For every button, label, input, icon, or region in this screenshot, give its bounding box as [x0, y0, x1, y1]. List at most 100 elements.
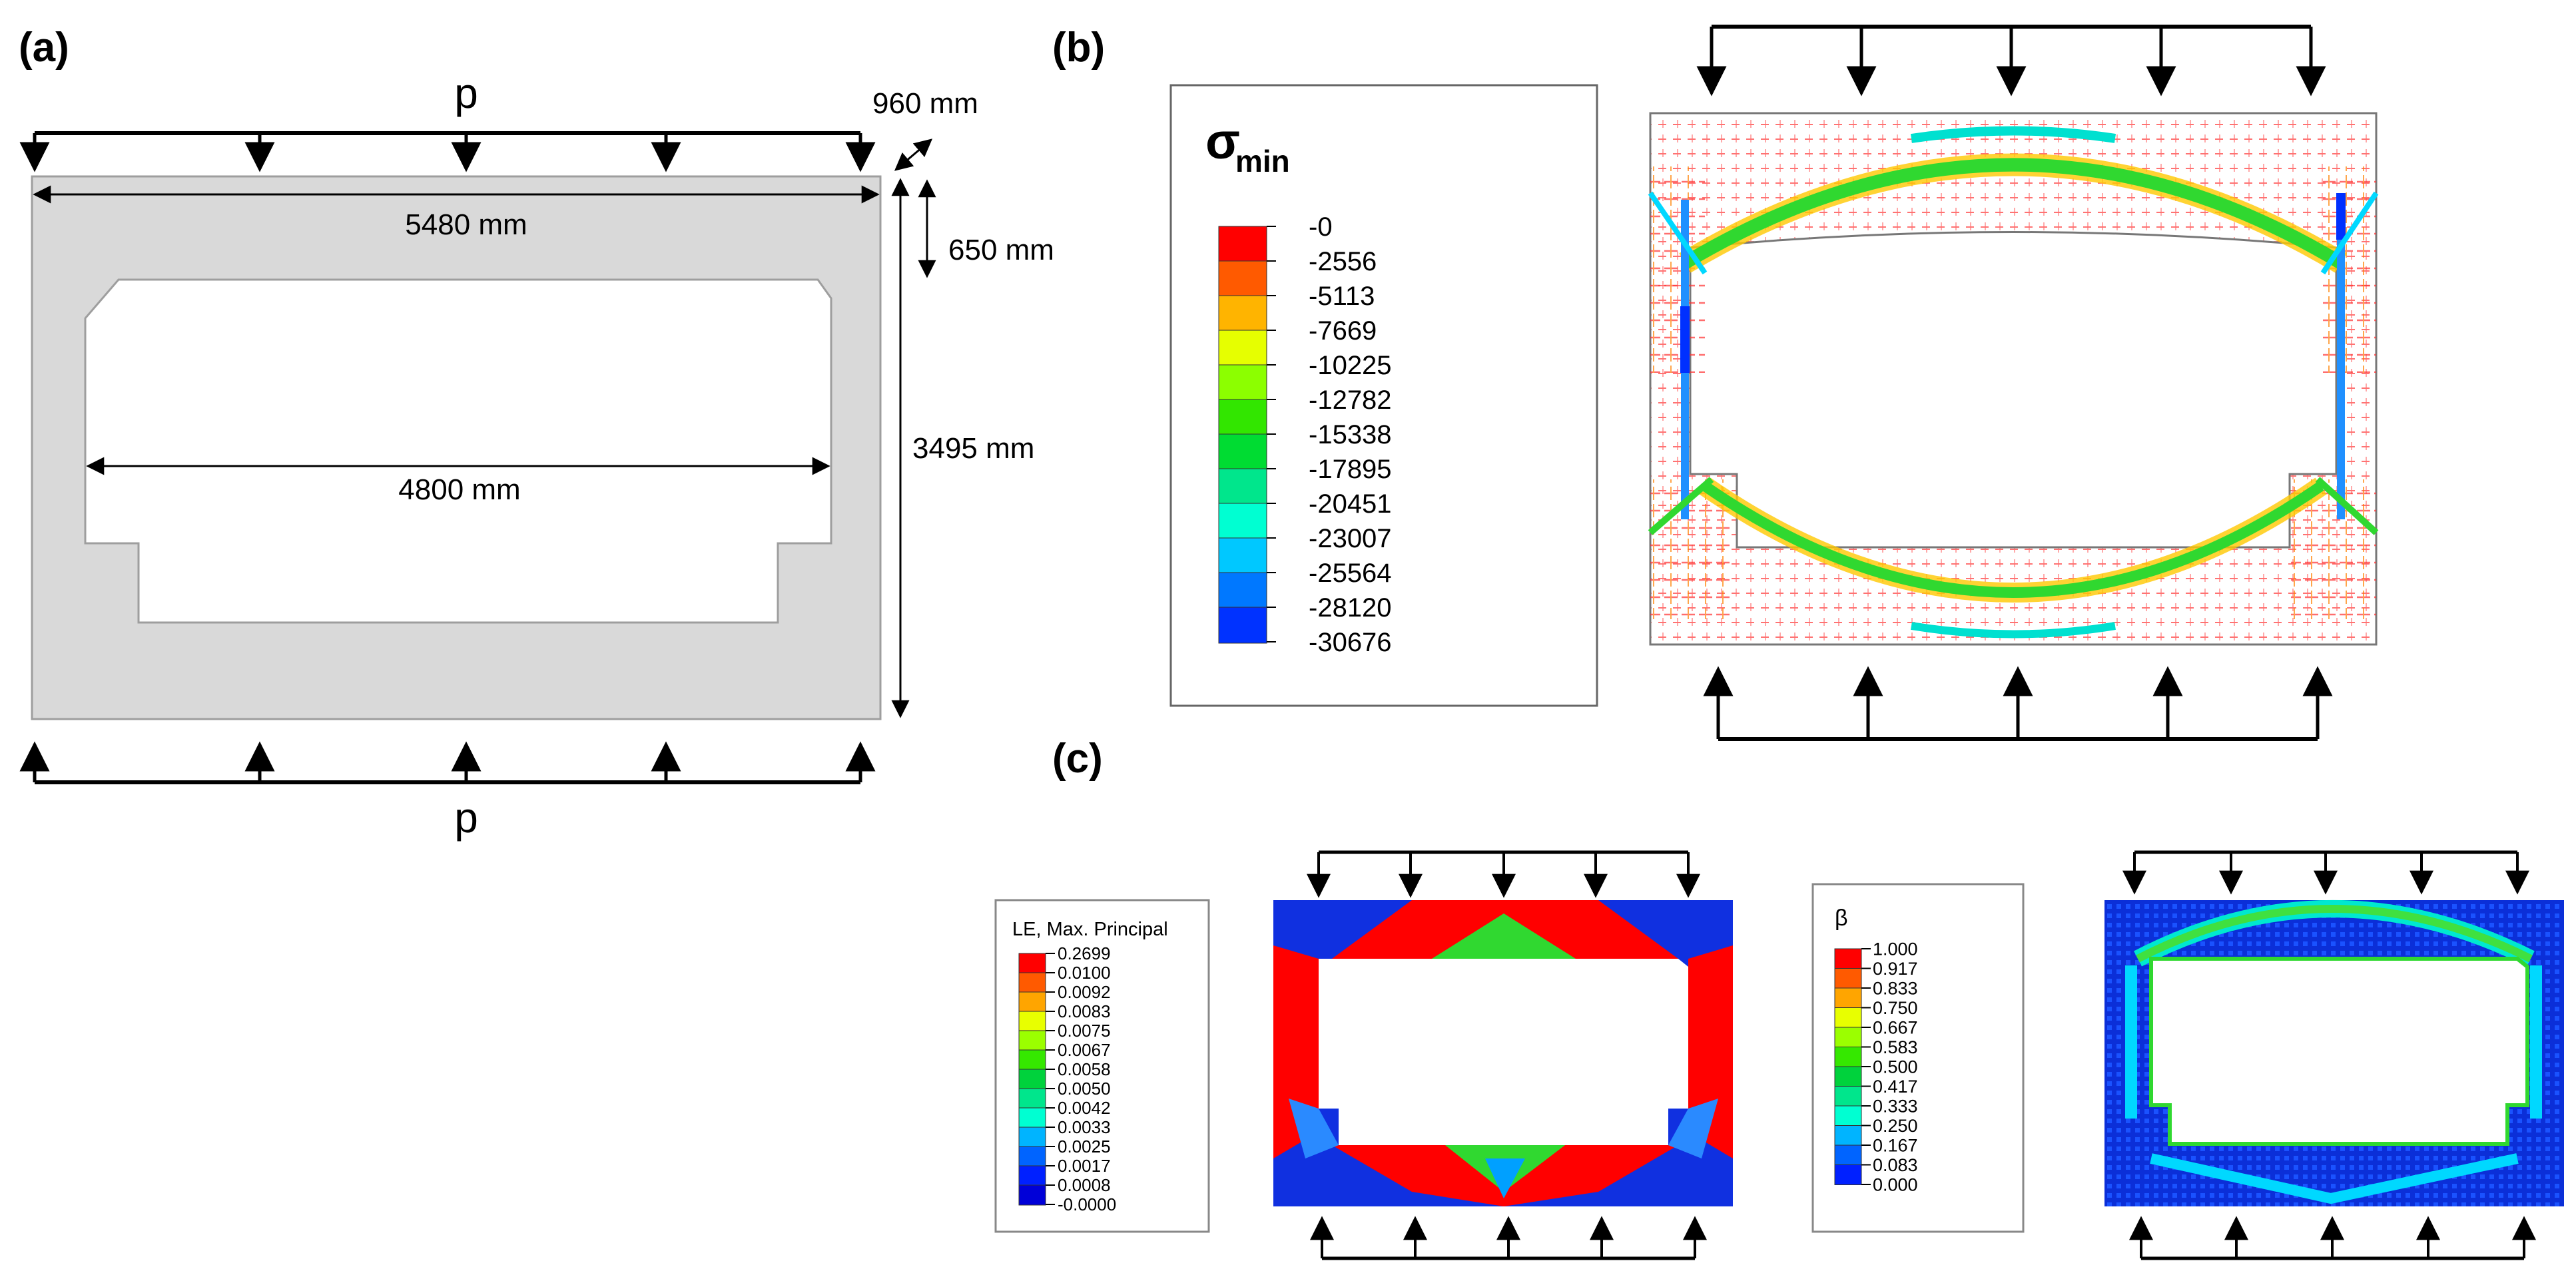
sigma-legend-label: -5113: [1309, 282, 1375, 311]
beta-legend-label: 0.750: [1873, 998, 1918, 1018]
le-legend-label: 0.0058: [1058, 1059, 1111, 1079]
panel-b-label: (b): [1052, 25, 1105, 71]
sigma-legend-labels: -0 -2556 -5113 -7669 -10225 -12782 -15338 -1789…: [1267, 212, 1392, 657]
sigma-legend-swatches: [1218, 226, 1267, 644]
beta-legend-labels: 1.0000.9170.8330.7500.6670.5830.5000.417…: [1861, 939, 1918, 1194]
sigma-legend-swatch: [1218, 607, 1267, 644]
beta-legend-swatch: [1834, 1105, 1862, 1127]
beta-legend-label: 0.833: [1873, 978, 1918, 998]
beta-legend-swatch: [1834, 1086, 1862, 1107]
le-legend-swatch: [1018, 1146, 1046, 1167]
le-legend-swatches: [1018, 953, 1046, 1206]
le-legend-label: 0.0008: [1058, 1175, 1111, 1195]
sigma-legend-swatch: [1218, 572, 1267, 609]
sigma-legend-label: -10225: [1309, 351, 1392, 380]
width-dimension-text: 5480 mm: [405, 208, 527, 241]
sigma-legend-swatch: [1218, 433, 1267, 471]
beta-legend-swatch: [1834, 987, 1862, 1009]
le-legend-label: 0.0042: [1058, 1098, 1111, 1118]
beta-legend-label: 0.000: [1873, 1174, 1918, 1194]
stress-vector-field: [1648, 112, 2379, 646]
sigma-legend-label: -30676: [1309, 628, 1392, 657]
beta-legend-label: 0.250: [1873, 1116, 1918, 1136]
le-legend-swatch: [1018, 1088, 1046, 1109]
panel-c-label: (c): [1052, 736, 1103, 782]
beta-legend-swatch: [1834, 1125, 1862, 1146]
beta-contour-plot: [2104, 850, 2564, 1260]
panel-a-label: (a): [19, 25, 69, 71]
beta-legend-swatches: [1834, 948, 1862, 1185]
sigma-legend-label: -17895: [1309, 455, 1392, 484]
le-legend-swatch: [1018, 1069, 1046, 1090]
beta-legend-swatch: [1834, 1164, 1862, 1185]
sigma-legend-label: -25564: [1309, 559, 1392, 588]
le-legend-label: -0.0000: [1058, 1194, 1116, 1214]
culvert-cross-section: [31, 175, 882, 720]
beta-legend-label: 1.000: [1873, 939, 1918, 959]
le-legend-label: 0.0075: [1058, 1021, 1111, 1041]
slab-dimension-text: 650 mm: [948, 234, 1054, 266]
le-legend-title: LE, Max. Principal: [1012, 919, 1168, 940]
le-legend-swatch: [1018, 953, 1046, 974]
le-legend-swatch: [1018, 1030, 1046, 1051]
beta-legend-swatch: [1834, 1066, 1862, 1087]
le-legend-labels: 0.26990.01000.00920.00830.00750.00670.00…: [1046, 943, 1116, 1214]
panel-a: (a) p 5480 mm 4800 mm 960 mm 3495 mm 650…: [19, 25, 1054, 842]
sigma-legend-swatch: [1218, 260, 1267, 298]
sigma-legend-label: -15338: [1309, 420, 1392, 449]
beta-legend-label: 0.583: [1873, 1037, 1918, 1057]
load-label-top: p: [454, 69, 478, 117]
le-legend-label: 0.0033: [1058, 1117, 1111, 1137]
b-bottom-load: [1703, 666, 2333, 741]
le-legend-swatch: [1018, 1184, 1046, 1206]
inner-width-dimension-text: 4800 mm: [398, 473, 520, 506]
beta-legend-label: 0.667: [1873, 1017, 1918, 1037]
b-top-load: [1696, 25, 2326, 97]
sigma-legend-label: -7669: [1309, 316, 1377, 346]
beta-legend-swatch: [1834, 1007, 1862, 1028]
beta-legend-label: 0.083: [1873, 1155, 1918, 1175]
sigma-legend-label: -2556: [1309, 247, 1377, 276]
sigma-legend-label: -0: [1309, 212, 1333, 242]
thickness-dimension-text: 960 mm: [872, 87, 978, 120]
beta-legend-label: 0.417: [1873, 1077, 1918, 1097]
le-contour-plot: [1273, 850, 1733, 1260]
sigma-legend-subscript: min: [1235, 144, 1290, 178]
sigma-legend-label: -20451: [1309, 489, 1392, 519]
load-label-bottom: p: [454, 794, 478, 842]
top-distributed-load: [19, 131, 876, 172]
beta-legend-label: 0.917: [1873, 959, 1918, 979]
le-legend-swatch: [1018, 1011, 1046, 1032]
beta-legend-swatch: [1834, 1144, 1862, 1166]
le-legend-label: 0.0017: [1058, 1156, 1111, 1176]
sigma-legend-label: -28120: [1309, 593, 1392, 623]
sigma-legend-swatch: [1218, 295, 1267, 332]
sigma-legend-swatch: [1218, 503, 1267, 540]
le-legend-label: 0.2699: [1058, 943, 1111, 963]
bottom-distributed-load: [19, 741, 876, 784]
le-legend-swatch: [1018, 1049, 1046, 1071]
le-legend-swatch: [1018, 1127, 1046, 1148]
panel-b: (b) σ min -0-2556-5113-7669-10225-12782-…: [1052, 25, 2379, 741]
sigma-legend-label: -23007: [1309, 524, 1392, 553]
le-legend-label: 0.0025: [1058, 1137, 1111, 1156]
le-legend-label: 0.0092: [1058, 982, 1111, 1002]
beta-legend-label: 0.167: [1873, 1135, 1918, 1155]
beta-legend-swatch: [1834, 1027, 1862, 1048]
sigma-legend-title: σ: [1205, 113, 1240, 170]
le-legend-swatch: [1018, 1165, 1046, 1186]
beta-legend-swatch: [1834, 968, 1862, 989]
sigma-legend-label: -12782: [1309, 385, 1392, 415]
panel-c: (c) LE, Max. Principal 0.26990.01000.009…: [994, 736, 2564, 1260]
le-legend-swatch: [1018, 1107, 1046, 1129]
sigma-legend-swatch: [1218, 537, 1267, 575]
sigma-legend-swatch: [1218, 330, 1267, 367]
sigma-legend-swatch: [1218, 399, 1267, 436]
le-legend-label: 0.0050: [1058, 1079, 1111, 1099]
le-legend-swatch: [1018, 991, 1046, 1013]
le-legend-label: 0.0067: [1058, 1040, 1111, 1060]
le-legend-label: 0.0083: [1058, 1001, 1111, 1021]
beta-legend-label: 0.500: [1873, 1057, 1918, 1077]
le-legend-label: 0.0100: [1058, 963, 1111, 983]
